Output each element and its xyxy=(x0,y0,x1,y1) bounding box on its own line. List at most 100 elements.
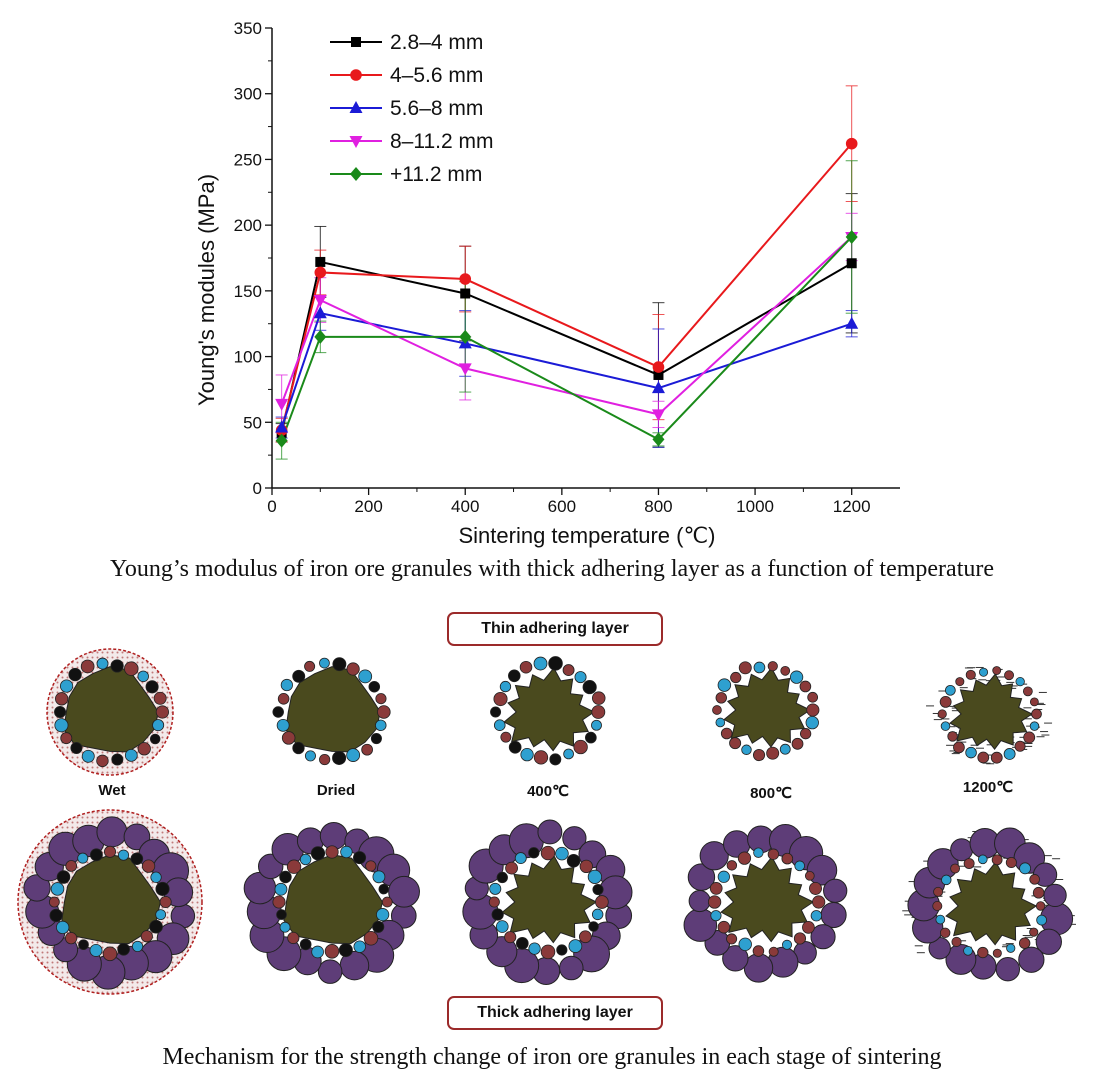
coarse-particle xyxy=(96,816,128,848)
fine-particle xyxy=(155,881,170,896)
y-tick-label: 150 xyxy=(234,282,262,301)
nucleus-core xyxy=(720,856,815,943)
series-1-point xyxy=(314,266,327,279)
fine-particle xyxy=(1006,943,1016,953)
x-axis-label: Sintering temperature (℃) xyxy=(458,523,715,548)
fine-particle xyxy=(1019,862,1032,875)
x-tick-label: 1200 xyxy=(833,497,871,516)
fine-particle xyxy=(304,660,316,672)
fine-particle xyxy=(563,748,574,760)
fine-particle xyxy=(591,908,604,921)
fine-particle xyxy=(324,944,340,959)
fine-particle xyxy=(977,946,989,959)
fine-particle xyxy=(592,691,606,705)
fine-particle xyxy=(1022,686,1033,697)
fine-particle xyxy=(155,909,167,921)
fine-particle xyxy=(70,742,83,755)
legend-marker-3 xyxy=(349,136,363,148)
fine-particle xyxy=(137,742,151,756)
y-axis-label: Young's modules (MPa) xyxy=(194,174,219,406)
fine-particle xyxy=(281,731,296,745)
coarse-particle xyxy=(823,878,848,903)
nucleus-core xyxy=(945,861,1038,946)
coarse-particle xyxy=(722,945,749,972)
fine-particle xyxy=(1032,886,1045,899)
coarse-particle xyxy=(317,959,343,984)
coarse-particle xyxy=(562,826,587,851)
fine-particle xyxy=(955,677,965,687)
fine-particle xyxy=(717,678,732,692)
fine-particle xyxy=(65,932,78,945)
legend-label-2: 5.6–8 mm xyxy=(390,97,483,120)
fine-particle xyxy=(766,746,780,760)
series-2-point xyxy=(275,420,289,433)
fine-particle xyxy=(130,852,144,866)
coarse-particle xyxy=(388,875,420,908)
legend: 2.8–4 mm 4–5.6 mm 5.6–8 mm 8–11.2 mm +11.2 m… xyxy=(330,31,494,186)
fine-particle xyxy=(141,859,156,873)
fine-particle xyxy=(49,908,63,923)
fine-particle xyxy=(741,744,752,755)
legend-label-0: 2.8–4 mm xyxy=(390,31,483,54)
fine-particle xyxy=(110,659,124,673)
series-4-point xyxy=(275,433,288,448)
series-4-point xyxy=(845,229,858,244)
series-0-point xyxy=(315,256,326,267)
fine-particle xyxy=(579,930,592,944)
fine-particle xyxy=(767,848,780,860)
fine-particle xyxy=(363,930,379,946)
fine-particle xyxy=(102,946,118,962)
fine-particle xyxy=(276,718,290,732)
fine-particle xyxy=(286,859,302,874)
fine-particle xyxy=(1018,937,1031,949)
fine-particle xyxy=(103,845,117,858)
fine-particle xyxy=(789,670,804,684)
fine-particle xyxy=(802,920,815,934)
fine-particle xyxy=(712,705,722,715)
stage-label-800: 800℃ xyxy=(750,785,792,802)
coarse-particle xyxy=(1035,928,1062,955)
fine-particle xyxy=(753,661,766,674)
fine-particle xyxy=(951,936,962,947)
fine-particle xyxy=(752,945,765,957)
fine-particle xyxy=(767,661,778,672)
fine-particle xyxy=(533,750,549,765)
fine-particle xyxy=(89,848,103,862)
fine-particle xyxy=(65,860,78,872)
fine-particle xyxy=(145,680,159,694)
fine-particle xyxy=(710,910,722,922)
youngs-modulus-chart: 0 200 400 600 800 1000 1200 0 50 100 150 200 250 300 3… xyxy=(194,19,900,548)
fine-particle xyxy=(56,920,70,935)
fine-particle xyxy=(48,896,60,908)
chart-caption: Young’s modulus of iron ore granules wit… xyxy=(109,556,994,582)
fine-particle xyxy=(59,679,74,693)
fine-particle xyxy=(508,740,522,754)
coarse-particle xyxy=(319,821,348,850)
fine-particle xyxy=(280,678,293,692)
fine-particle xyxy=(781,939,793,950)
series-0-point xyxy=(460,288,471,299)
fine-particle xyxy=(720,727,733,740)
fine-particle xyxy=(810,910,823,922)
x-tick-label: 1000 xyxy=(736,497,774,516)
fine-particle xyxy=(519,660,533,674)
legend-label-4: +11.2 mm xyxy=(390,163,482,186)
series-3-point xyxy=(651,409,665,422)
fine-particle xyxy=(715,692,727,704)
fine-particle xyxy=(377,705,391,719)
fine-particle xyxy=(752,748,766,762)
fine-particle xyxy=(528,847,540,859)
fine-particle xyxy=(488,896,500,908)
y-tick-label: 50 xyxy=(243,413,262,432)
granule-7 xyxy=(243,821,420,984)
fine-particle xyxy=(272,706,284,718)
fine-particle xyxy=(579,859,593,874)
coarse-particle xyxy=(806,854,838,886)
fine-particle xyxy=(809,882,822,895)
stage-label-wet: Wet xyxy=(98,782,126,799)
series-markers xyxy=(275,137,859,448)
fine-particle xyxy=(940,721,951,731)
fine-particle xyxy=(1035,901,1046,911)
x-tick-label: 200 xyxy=(354,497,382,516)
legend-marker-1 xyxy=(350,69,362,81)
